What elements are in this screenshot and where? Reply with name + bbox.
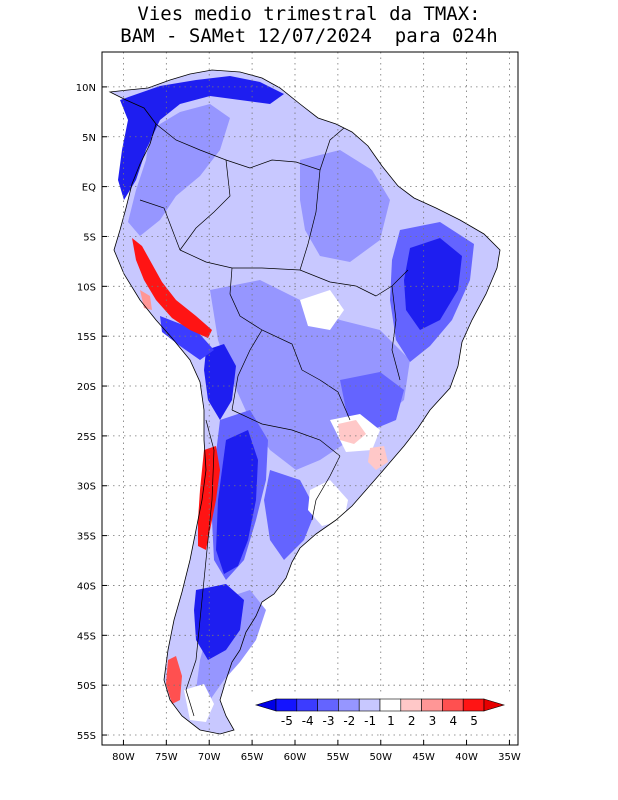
colorbar-level-label: -5: [281, 714, 293, 728]
lon-tick-label: 35W: [498, 752, 521, 763]
bias-field: [108, 69, 501, 735]
lat-tick-label: 5S: [83, 232, 96, 243]
colorbar-swatch: [338, 698, 360, 712]
lat-tick-label: 40S: [77, 581, 96, 592]
lat-tick-label: 50S: [77, 681, 96, 692]
colorbar-level-label: 2: [408, 714, 416, 728]
map-frame: [101, 51, 519, 746]
colorbar-level-label: -4: [302, 714, 314, 728]
colorbar: -5 -4 -3 -2 -1 1 2 3 4 5: [250, 694, 516, 734]
colorbar-level-label: 4: [449, 714, 457, 728]
lat-tick-label: 5N: [82, 133, 96, 144]
lat-tick-label: 30S: [77, 482, 96, 493]
latitude-labels: 10N 5N EQ 5S 10S 15S 20S 25S 30S 35S 40S 45S 50S 55S: [76, 83, 107, 742]
lat-tick-label: 10N: [76, 83, 96, 94]
lat-tick-label: 10S: [77, 282, 96, 293]
map-grid: [102, 52, 518, 745]
colorbar-swatch: [296, 698, 318, 712]
country-borders: [139, 123, 409, 717]
lat-tick-label: EQ: [82, 183, 96, 194]
colorbar-level-label: -1: [364, 714, 376, 728]
colorbar-swatch: [462, 698, 485, 712]
colorbar-swatch: [275, 698, 298, 712]
lon-tick-label: 70W: [198, 752, 221, 763]
lon-tick-label: 55W: [327, 752, 350, 763]
lon-tick-label: 80W: [112, 752, 135, 763]
lon-tick-label: 60W: [284, 752, 307, 763]
map-title-line-1: Vies medio trimestral da TMAX:: [137, 3, 481, 25]
longitude-labels: 80W 75W 70W 65W 60W 55W 50W 45W 40W 35W: [112, 740, 521, 763]
colorbar-swatch: [317, 698, 339, 712]
lat-tick-label: 20S: [77, 382, 96, 393]
lon-tick-label: 65W: [241, 752, 264, 763]
lon-tick-label: 45W: [412, 752, 435, 763]
lat-tick-label: 35S: [77, 532, 96, 543]
colorbar-arrow-high: [483, 698, 506, 712]
colorbar-swatch: [358, 698, 381, 712]
coastline: [108, 69, 501, 735]
colorbar-level-label: 3: [429, 714, 437, 728]
lat-tick-label: 55S: [77, 731, 96, 742]
colorbar-level-label: 1: [387, 714, 395, 728]
colorbar-level-label: -3: [323, 714, 335, 728]
lat-tick-label: 25S: [77, 432, 96, 443]
lon-tick-label: 50W: [369, 752, 392, 763]
colorbar-level-label: 5: [470, 714, 478, 728]
colorbar-swatch: [421, 698, 443, 712]
colorbar-swatch: [379, 698, 402, 712]
lon-tick-label: 40W: [455, 752, 478, 763]
lat-tick-label: 45S: [77, 631, 96, 642]
colorbar-swatch: [442, 698, 464, 712]
lon-tick-label: 75W: [155, 752, 178, 763]
map-title-line-2: BAM - SAMet 12/07/2024 para 024h: [120, 25, 498, 47]
colorbar-swatch: [400, 698, 422, 712]
lat-tick-label: 15S: [77, 332, 96, 343]
colorbar-level-label: -2: [343, 714, 355, 728]
